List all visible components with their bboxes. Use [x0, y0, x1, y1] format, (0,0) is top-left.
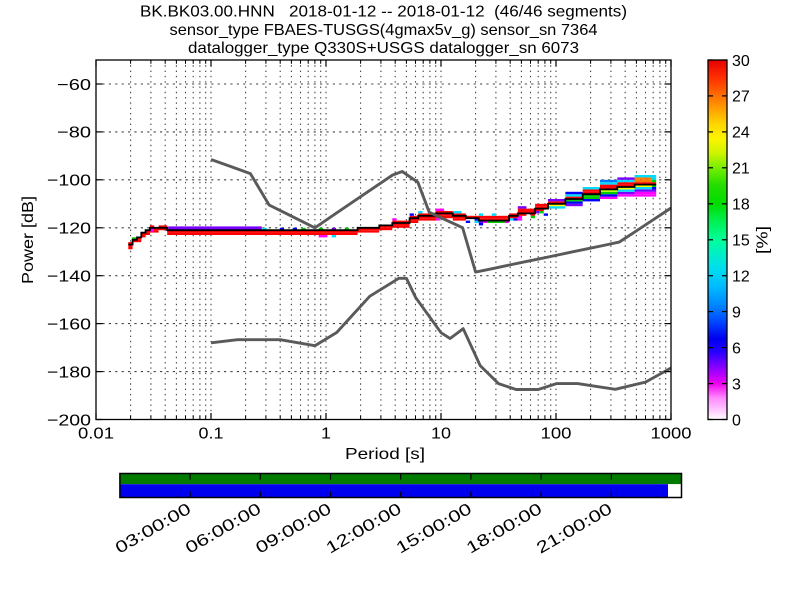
svg-text:BK.BK03.00.HNN 2018-01-12 --: BK.BK03.00.HNN 2018-01-12 -- 2018-01-12 … [140, 3, 627, 20]
svg-text:−200: −200 [47, 412, 91, 429]
svg-text:datalogger_type Q330S+USGS dat: datalogger_type Q330S+USGS datalogger_sn… [188, 40, 579, 57]
svg-text:[%]: [%] [755, 226, 772, 254]
svg-text:−160: −160 [47, 316, 91, 333]
svg-text:100: 100 [541, 426, 572, 443]
svg-text:27: 27 [732, 89, 750, 106]
svg-text:−120: −120 [47, 221, 91, 238]
svg-text:Power [dB]: Power [dB] [20, 196, 37, 284]
svg-text:1: 1 [321, 426, 331, 443]
svg-text:−80: −80 [57, 125, 91, 142]
svg-text:12: 12 [732, 269, 750, 286]
svg-text:30: 30 [732, 53, 750, 70]
svg-text:18: 18 [732, 197, 750, 214]
svg-text:0.1: 0.1 [199, 426, 224, 443]
svg-text:−180: −180 [47, 364, 91, 381]
svg-text:−140: −140 [47, 269, 91, 286]
svg-text:−100: −100 [47, 173, 91, 190]
svg-text:15: 15 [732, 233, 750, 250]
svg-text:6: 6 [732, 340, 741, 357]
svg-text:3: 3 [732, 376, 741, 393]
svg-text:10: 10 [431, 426, 451, 443]
svg-text:0.01: 0.01 [78, 426, 114, 443]
svg-text:Period [s]: Period [s] [345, 446, 425, 463]
svg-text:9: 9 [732, 304, 741, 321]
svg-text:21: 21 [732, 161, 750, 178]
svg-text:0: 0 [732, 412, 741, 429]
svg-text:−60: −60 [57, 77, 91, 94]
svg-text:sensor_type FBAES-TUSGS(4gmax5: sensor_type FBAES-TUSGS(4gmax5v_g) senso… [170, 22, 598, 39]
svg-text:24: 24 [732, 125, 750, 142]
svg-text:1000: 1000 [651, 426, 692, 443]
